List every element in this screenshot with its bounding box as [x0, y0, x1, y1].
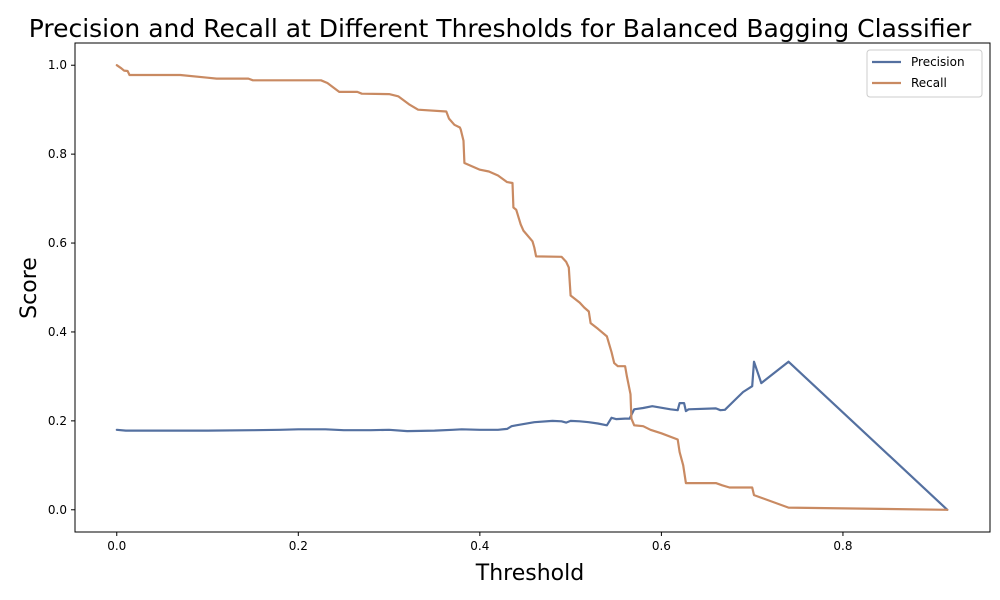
y-tick-label: 1.0	[48, 58, 67, 72]
x-tick-label: 0.6	[652, 539, 671, 553]
chart-legend: Precision Recall	[866, 49, 983, 98]
y-axis: 0.0 0.2 0.4 0.6 0.8 1.0	[48, 58, 75, 517]
y-tick-label: 0.0	[48, 503, 67, 517]
y-axis-label: Score	[17, 257, 42, 319]
y-tick-label: 0.2	[48, 414, 67, 428]
y-tick-label: 0.4	[48, 325, 67, 339]
chart-title: Precision and Recall at Different Thresh…	[29, 14, 972, 43]
plot-frame	[74, 42, 991, 533]
series-line-precision	[115, 360, 949, 511]
x-tick-label: 0.0	[107, 539, 126, 553]
series-line-recall	[115, 64, 949, 511]
x-tick-label: 0.8	[833, 539, 852, 553]
series-layer	[115, 64, 949, 511]
x-axis: 0.0 0.2 0.4 0.6 0.8	[107, 532, 852, 553]
x-axis-label: Threshold	[475, 561, 584, 586]
plot-area	[74, 42, 991, 533]
legend-label-recall: Recall	[911, 76, 947, 90]
x-tick-label: 0.4	[470, 539, 489, 553]
y-tick-label: 0.6	[48, 236, 67, 250]
x-tick-label: 0.2	[289, 539, 308, 553]
y-tick-label: 0.8	[48, 147, 67, 161]
legend-label-precision: Precision	[911, 55, 965, 69]
